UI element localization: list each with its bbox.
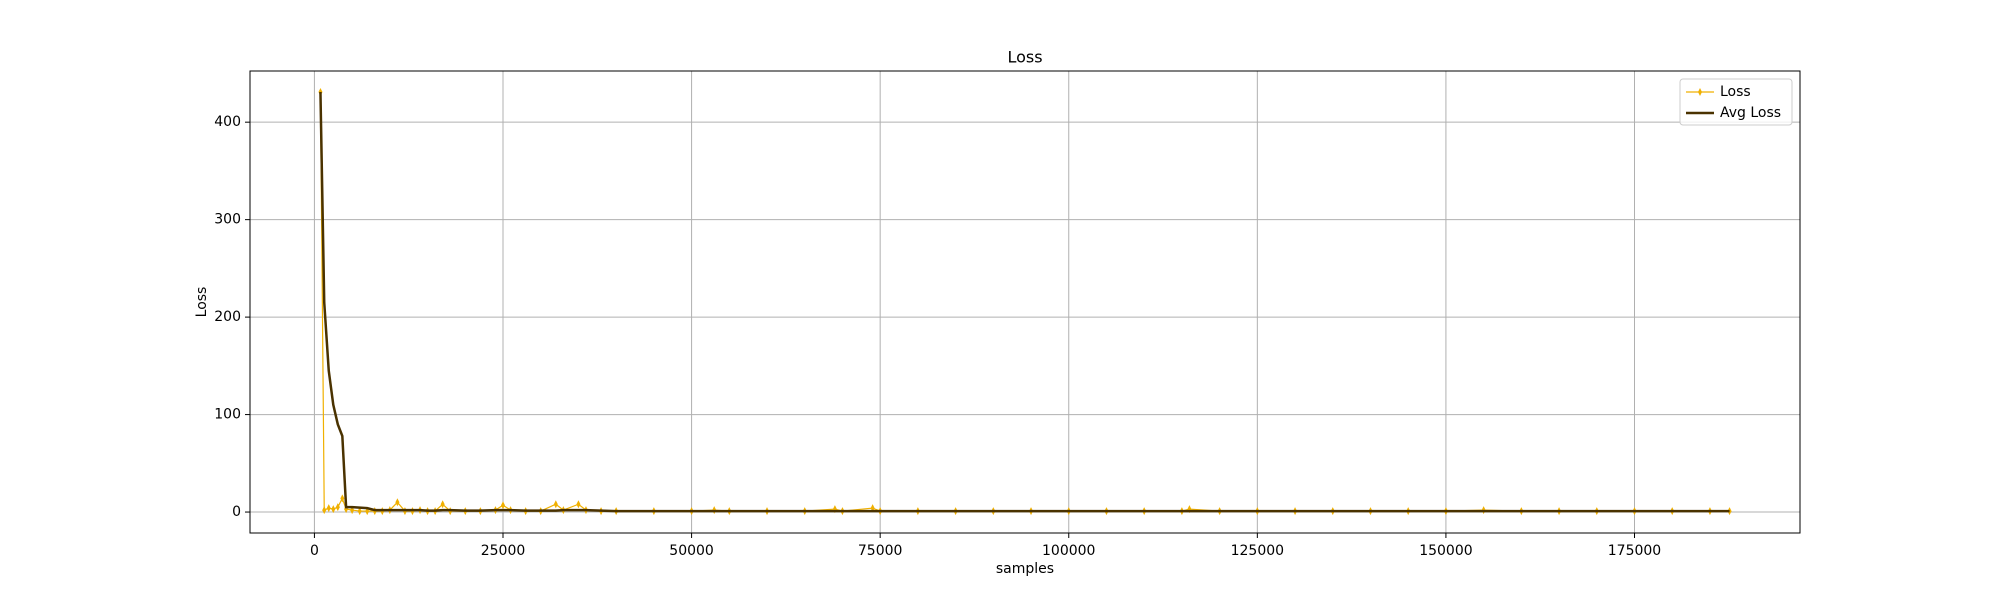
y-tick-label: 400 [214, 114, 241, 130]
x-axis-label: samples [996, 561, 1054, 577]
legend: Loss Avg Loss [1679, 78, 1793, 126]
y-tick-label: 0 [232, 504, 241, 520]
series-marker [553, 500, 558, 509]
x-tick-label: 0 [310, 543, 319, 559]
x-tick-label: 50000 [669, 543, 714, 559]
series-marker [357, 507, 362, 516]
x-tick-label: 25000 [481, 543, 526, 559]
series-marker [335, 503, 340, 512]
series-line [319, 91, 1730, 512]
series-marker [326, 504, 331, 513]
x-tick-label: 150000 [1419, 543, 1472, 559]
series-marker [340, 494, 345, 503]
x-tick-label: 125000 [1231, 543, 1284, 559]
series-marker [331, 505, 336, 514]
x-tick-label: 100000 [1042, 543, 1095, 559]
legend-marker [1698, 88, 1702, 96]
y-tick-label: 300 [214, 212, 241, 228]
series-marker [395, 498, 400, 507]
x-tick-label: 175000 [1608, 543, 1661, 559]
y-tick-label: 100 [214, 407, 241, 423]
legend-label: Loss [1720, 84, 1751, 100]
series-marker [440, 500, 445, 509]
legend-label: Avg Loss [1720, 105, 1781, 121]
series-line [319, 91, 1730, 513]
x-tick-label: 75000 [858, 543, 903, 559]
y-tick-label: 200 [214, 309, 241, 325]
series-marker [501, 501, 506, 510]
plot-frame [249, 70, 1801, 534]
series-marker [576, 500, 581, 509]
series-marker [322, 506, 327, 515]
chart-title: Loss [1007, 48, 1042, 67]
y-axis-label: Loss [194, 287, 210, 318]
